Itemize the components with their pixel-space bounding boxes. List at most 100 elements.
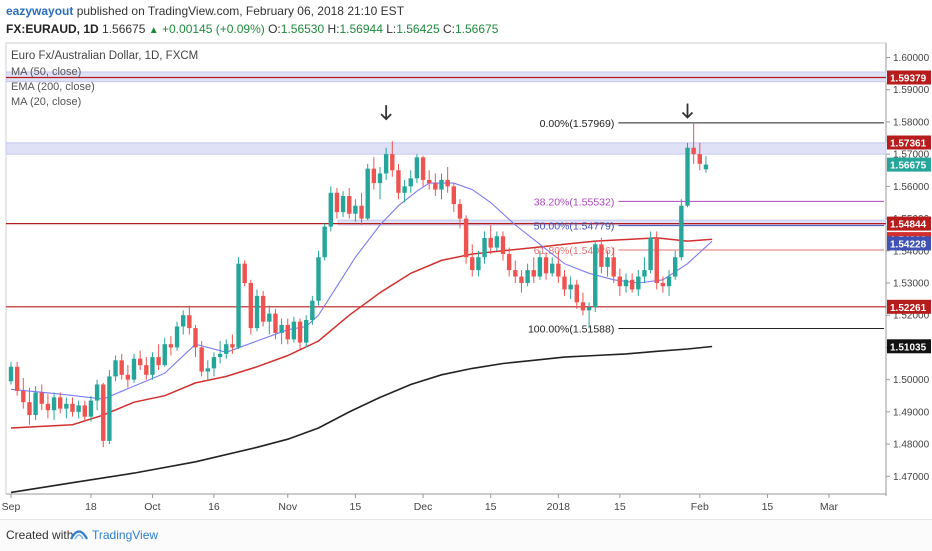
price-chart[interactable]: 1.600001.590001.580001.570001.560001.550… [0,40,932,518]
x-tick-label: 18 [85,501,97,513]
bearish-candle [513,270,518,277]
x-tick-label: Sep [2,501,21,513]
x-tick-label: Nov [278,501,297,513]
price-tag [887,157,931,172]
tradingview-link[interactable]: TradingView [92,528,159,542]
bearish-candle [488,237,493,248]
chart-title: Euro Fx/Australian Dollar, 1D, FXCM [11,50,198,62]
bearish-candle [58,397,63,409]
y-tick-label: 1.49000 [893,407,930,418]
bullish-candle [94,384,100,401]
x-tick-label: 15 [614,501,626,513]
bullish-candle [365,168,370,219]
bearish-candle [531,270,536,277]
bullish-candle [205,368,210,372]
bullish-candle [291,321,297,340]
bearish-candle [574,284,579,303]
bearish-candle [70,403,75,412]
bearish-candle [451,186,456,205]
resistance-zone [5,71,887,83]
arrow-head [380,113,392,121]
tradingview-logo-icon [70,530,88,540]
fib-level-label: 50.00%(1.54779) [534,221,615,233]
bearish-candle [562,276,567,290]
fib-level-label: 38.20%(1.55532) [534,196,615,208]
x-tick-label: 15 [350,501,362,513]
bullish-candle [113,360,118,377]
bullish-candle [33,392,38,416]
bullish-candle [174,326,180,348]
bullish-candle [131,358,137,380]
bullish-candle [150,357,155,375]
bearish-candle [248,282,254,329]
bearish-candle [420,157,426,180]
bearish-candle [556,263,561,277]
bearish-candle [144,365,149,375]
bearish-candle [137,358,143,366]
high-value: 1.56944 [339,22,383,36]
bearish-candle [371,168,377,184]
footer-bar: Created with TradingView [0,519,932,551]
bearish-candle [359,205,364,219]
bearish-candle [506,254,512,271]
y-tick-label: 1.56000 [893,182,930,193]
price-tag [887,339,931,354]
bearish-candle [27,402,32,416]
x-tick-label: Mar [820,501,839,513]
price-tag-label: 1.51035 [890,342,927,353]
bullish-candle [377,173,383,184]
bearish-candle [242,263,247,283]
bullish-candle [679,205,684,258]
bullish-candle [340,196,346,213]
bullish-candle [279,324,284,333]
bearish-candle [519,276,524,283]
bullish-candle [537,257,543,277]
bullish-candle [673,257,678,277]
arrow-head [681,111,694,119]
bullish-candle [402,186,407,193]
bullish-candle [408,178,413,187]
bullish-candle [636,276,641,290]
x-tick-label: Oct [144,501,160,513]
chart-header: eazywayout published on TradingView.com,… [0,0,932,40]
bearish-candle [580,302,586,311]
bullish-candle [76,405,81,412]
bullish-candle [8,366,14,382]
bullish-candle [224,344,229,354]
up-arrow-icon: ▲ [148,25,159,36]
fib-level-label: 0.00%(1.57969) [540,118,615,130]
bearish-candle [654,237,659,283]
bullish-candle [181,315,186,327]
bullish-candle [605,257,610,267]
bearish-candle [470,257,475,271]
y-tick-label: 1.59000 [893,85,930,96]
price-tag-label: 1.59379 [890,74,927,85]
bearish-candle [463,218,469,258]
bearish-candle [260,295,266,322]
bullish-candle [642,270,647,277]
high-label: H: [327,22,340,36]
x-tick-label: 15 [762,501,774,513]
x-tick-label: 15 [485,501,497,513]
bearish-candle [427,179,432,184]
bearish-candle [611,257,616,277]
price-tag-label: 1.57361 [890,139,927,150]
bullish-candle [703,164,709,170]
bearish-candle [445,179,450,187]
y-tick-label: 1.52000 [893,311,930,322]
plot-frame [5,42,887,495]
resistance-zone [337,219,887,226]
publish-line: eazywayout published on TradingView.com,… [6,4,404,18]
price-change: +0.00145 (+0.09%) [162,22,265,36]
fib-level-label: 100.00%(1.51588) [528,323,614,335]
bearish-candle [199,347,204,372]
bearish-candle [697,154,702,164]
x-tick-label: 16 [208,501,220,513]
bullish-candle [88,400,94,417]
price-tag-label: 1.54844 [890,220,927,231]
author-link[interactable]: eazywayout [6,4,74,18]
x-tick-label: 2018 [547,501,571,513]
bearish-candle [390,154,395,171]
bullish-candle [439,179,444,190]
bearish-candle [285,324,290,340]
